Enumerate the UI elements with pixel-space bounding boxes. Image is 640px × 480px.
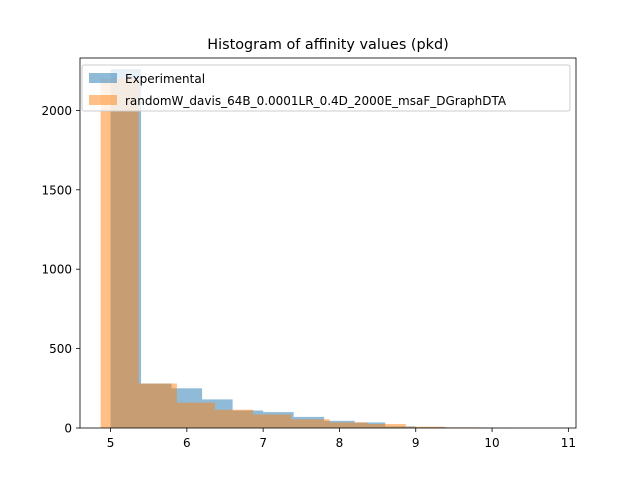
x-tick-label: 11 [561, 436, 576, 450]
histogram-bar-series-1 [329, 422, 368, 428]
histogram-bar-series-1 [215, 409, 254, 428]
histogram-bar-series-1 [367, 424, 406, 428]
y-tick-label: 0 [64, 422, 72, 436]
x-tick-label: 8 [336, 436, 344, 450]
y-tick-label: 1500 [41, 183, 72, 197]
legend-swatch-series-1 [89, 95, 117, 105]
histogram-bar-series-1 [253, 414, 292, 428]
legend-label-series-1: randomW_davis_64B_0.0001LR_0.4D_2000E_ms… [125, 94, 507, 108]
histogram-bar-series-1 [405, 426, 444, 428]
y-tick-label: 1000 [41, 263, 72, 277]
histogram-bar-series-1 [291, 419, 330, 428]
x-tick-label: 10 [484, 436, 499, 450]
x-tick-label: 7 [259, 436, 267, 450]
y-tick-label: 2000 [41, 104, 72, 118]
legend: Experimental randomW_davis_64B_0.0001LR_0… [81, 64, 571, 112]
chart-title: Histogram of affinity values (pkd) [207, 37, 448, 53]
bars-layer [100, 69, 554, 429]
y-tick-label: 500 [49, 342, 72, 356]
legend-label-series-0: Experimental [125, 72, 205, 86]
legend-box [81, 64, 571, 112]
x-tick-label: 5 [107, 436, 115, 450]
histogram-bar-series-1 [138, 383, 177, 428]
legend-swatch-series-0 [89, 73, 117, 83]
x-tick-label: 9 [412, 436, 420, 450]
histogram-bar-series-1 [176, 402, 216, 428]
x-tick-label: 6 [183, 436, 191, 450]
histogram-bar-series-1 [100, 78, 139, 429]
plot-frame [79, 57, 577, 429]
axes-layer: 5 6 7 8 9 10 11 0 500 1000 1500 2000 [41, 57, 577, 450]
